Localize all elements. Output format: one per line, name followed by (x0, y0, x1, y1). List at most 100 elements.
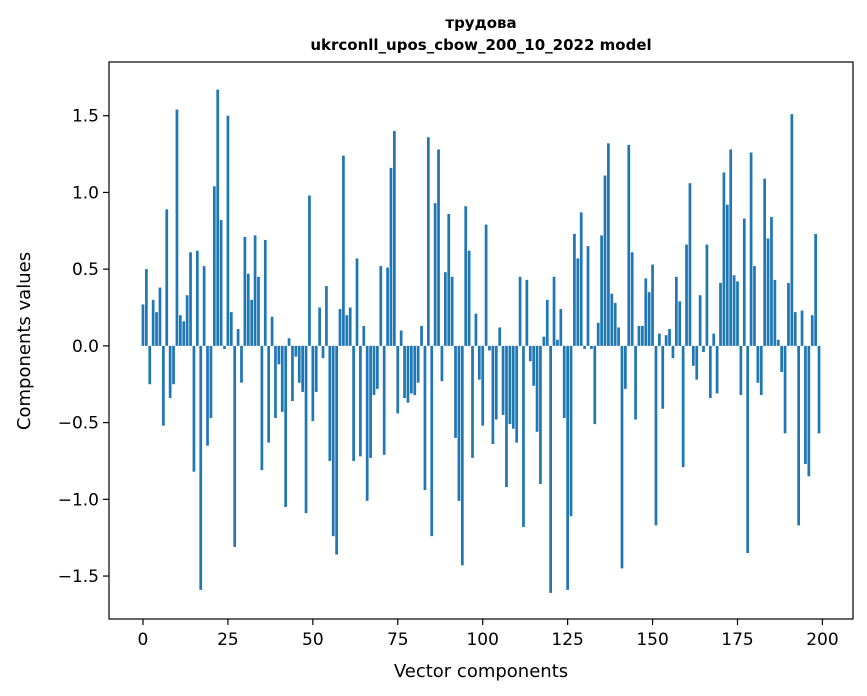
x-tick-label: 125 (551, 630, 583, 650)
bar (416, 345, 420, 383)
bar (518, 276, 522, 346)
bar (810, 315, 814, 346)
bar (376, 345, 379, 389)
bar (410, 345, 413, 394)
bar (454, 345, 457, 438)
bar (420, 325, 423, 346)
y-tick-label: −0.5 (58, 414, 99, 434)
bar (403, 345, 406, 399)
bar (199, 345, 203, 590)
bar (719, 282, 722, 346)
bar (284, 345, 288, 507)
bar (573, 233, 576, 346)
bar (817, 345, 821, 434)
bar (253, 235, 257, 346)
bar (379, 266, 383, 346)
bar (698, 295, 702, 346)
bar (742, 218, 746, 346)
bar (729, 149, 733, 346)
x-axis-label: Vector components (394, 661, 568, 682)
bar (783, 345, 787, 434)
bar (257, 276, 260, 346)
bar (691, 345, 695, 366)
bar (780, 345, 784, 372)
bar (440, 345, 444, 382)
bar (749, 152, 753, 346)
bar (562, 345, 566, 418)
bar (240, 345, 243, 383)
bar (219, 220, 223, 346)
bar (175, 109, 179, 346)
bar (501, 345, 505, 415)
bar (250, 299, 254, 346)
bar (328, 345, 332, 461)
bar (654, 345, 658, 526)
bar (209, 345, 213, 418)
bar (321, 345, 325, 359)
bar (797, 345, 800, 526)
bar (362, 325, 366, 346)
bar (522, 345, 525, 527)
bar (165, 209, 169, 346)
bar (399, 330, 403, 346)
bar (732, 275, 736, 346)
bar (267, 345, 271, 443)
x-tick-label: 0 (138, 630, 149, 650)
bar (634, 345, 637, 420)
bar (148, 345, 152, 385)
y-tick-label: 1.5 (72, 107, 99, 127)
y-tick-label: −1.0 (58, 490, 99, 510)
x-tick-label: 75 (387, 630, 409, 650)
bar (715, 345, 719, 394)
bar (678, 301, 682, 346)
bar (151, 299, 155, 346)
bar (443, 272, 447, 346)
chart-title: трудова (445, 14, 516, 32)
bar (447, 213, 451, 346)
x-tick-label: 50 (302, 630, 324, 650)
bar (552, 276, 556, 346)
bar (263, 239, 267, 346)
bar (182, 321, 186, 346)
bar (807, 345, 811, 477)
bar (630, 252, 634, 346)
bar (355, 258, 359, 346)
bar (236, 328, 240, 346)
bar (291, 345, 294, 402)
bar (158, 287, 162, 346)
bar (688, 183, 692, 346)
bar (301, 345, 304, 392)
bar (488, 345, 491, 351)
bar (671, 345, 675, 359)
bar (610, 293, 614, 346)
bar (141, 304, 145, 346)
bar (491, 345, 495, 445)
bar (559, 309, 563, 346)
bar (627, 144, 631, 346)
bar (430, 345, 434, 537)
bar (162, 345, 165, 426)
bar (664, 335, 668, 346)
bar (195, 250, 199, 346)
bar (471, 345, 474, 458)
bar (539, 345, 542, 484)
bar (800, 310, 804, 346)
bar (681, 345, 685, 468)
bar (607, 143, 610, 346)
bar (365, 345, 369, 501)
bar (172, 345, 175, 385)
bar (593, 345, 597, 425)
bar (532, 345, 536, 386)
bar (641, 325, 644, 346)
x-tick-label: 100 (466, 630, 498, 650)
bar (294, 345, 298, 357)
bar (814, 233, 817, 346)
bar (566, 345, 569, 590)
bar (647, 292, 651, 346)
y-axis: −1.5 −1.0 −0.5 0.0 0.5 1.0 1.5 (58, 107, 109, 587)
bar (325, 286, 328, 346)
bar (396, 345, 400, 414)
bar (759, 345, 763, 395)
bar (705, 244, 709, 346)
bar (658, 333, 661, 346)
